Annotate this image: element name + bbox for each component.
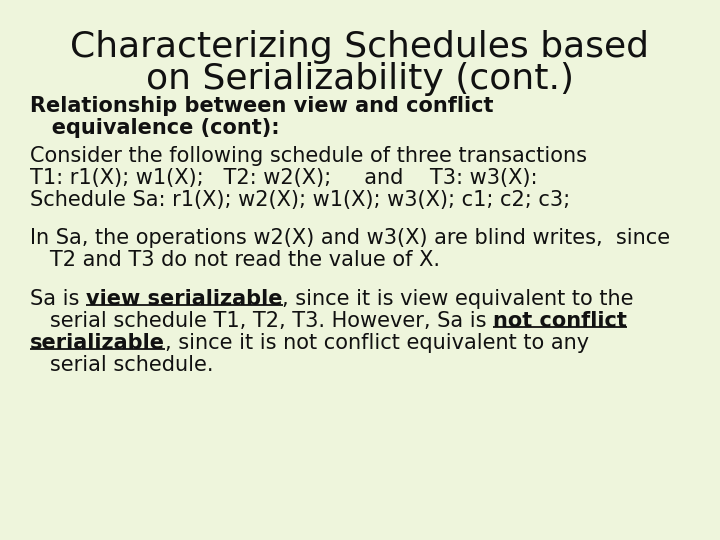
- Text: serial schedule T1, T2, T3. However, Sa is: serial schedule T1, T2, T3. However, Sa …: [30, 311, 493, 331]
- Text: Consider the following schedule of three transactions: Consider the following schedule of three…: [30, 146, 587, 166]
- Text: serializable: serializable: [30, 333, 165, 353]
- Text: serial schedule.: serial schedule.: [30, 355, 214, 375]
- Text: not conflict: not conflict: [493, 311, 627, 331]
- Text: In Sa, the operations w2(X) and w3(X) are blind writes,  since: In Sa, the operations w2(X) and w3(X) ar…: [30, 228, 670, 248]
- Text: Characterizing Schedules based: Characterizing Schedules based: [71, 30, 649, 64]
- Text: view serializable: view serializable: [86, 289, 282, 309]
- Text: , since it is view equivalent to the: , since it is view equivalent to the: [282, 289, 634, 309]
- Text: on Serializability (cont.): on Serializability (cont.): [146, 62, 574, 96]
- Text: Sa is: Sa is: [30, 289, 86, 309]
- Text: equivalence (cont):: equivalence (cont):: [30, 118, 279, 138]
- Text: , since it is not conflict equivalent to any: , since it is not conflict equivalent to…: [165, 333, 589, 353]
- Text: Relationship between view and conflict: Relationship between view and conflict: [30, 96, 493, 116]
- Text: T2 and T3 do not read the value of X.: T2 and T3 do not read the value of X.: [30, 251, 440, 271]
- Text: T1: r1(X); w1(X);   T2: w2(X);     and    T3: w3(X):: T1: r1(X); w1(X); T2: w2(X); and T3: w3(…: [30, 168, 538, 188]
- Text: Schedule Sa: r1(X); w2(X); w1(X); w3(X); c1; c2; c3;: Schedule Sa: r1(X); w2(X); w1(X); w3(X);…: [30, 190, 570, 210]
